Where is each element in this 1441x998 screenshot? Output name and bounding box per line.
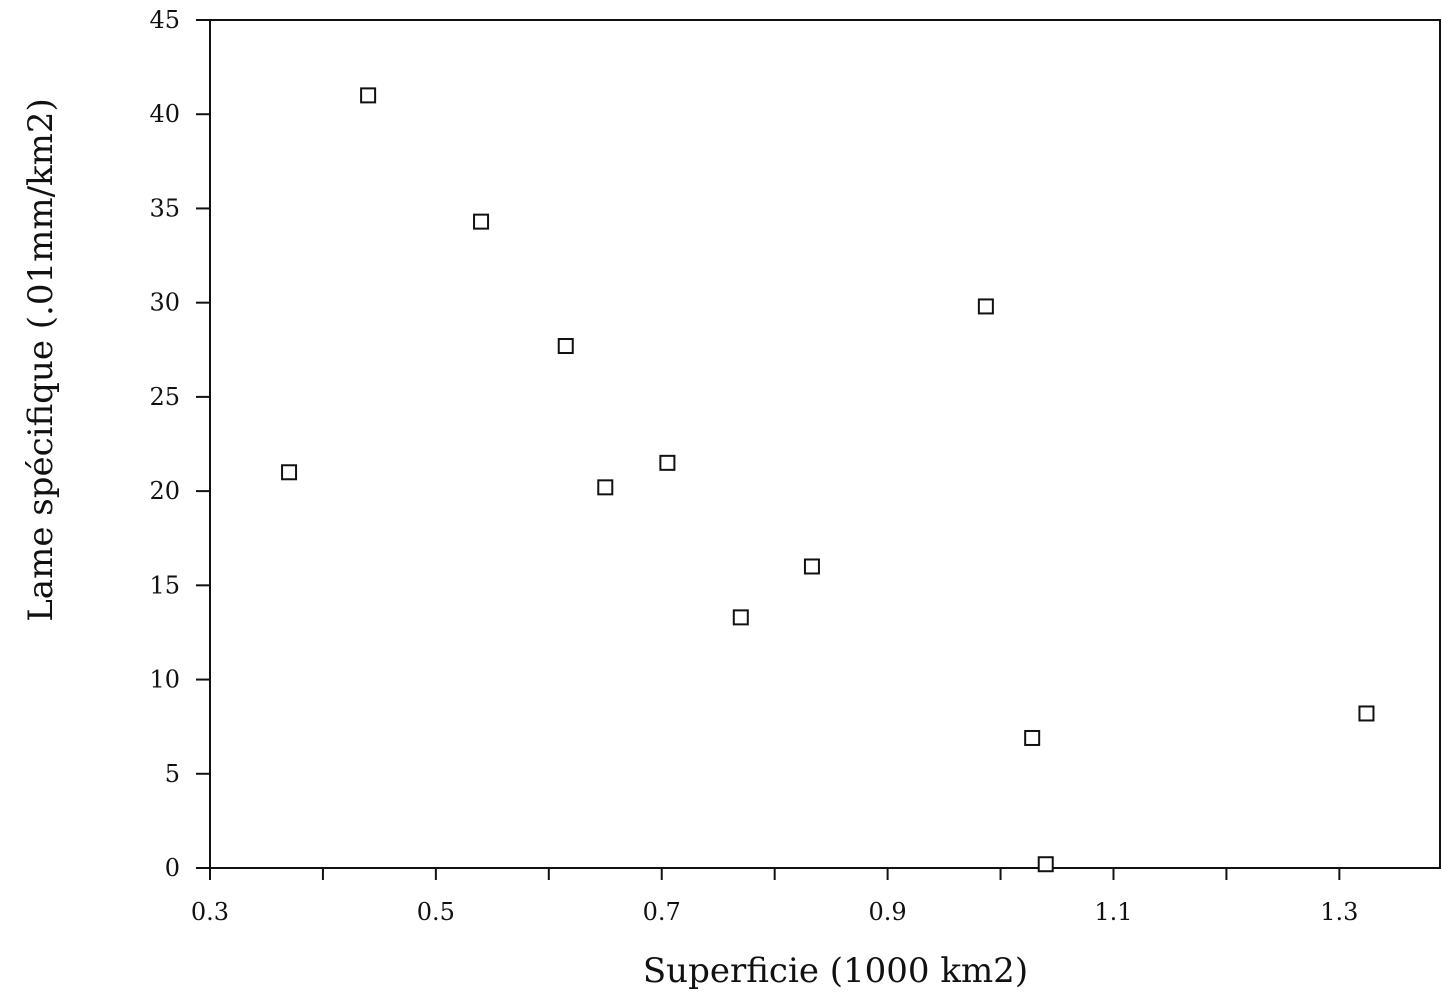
y-tick-label: 45 xyxy=(149,6,180,34)
data-point xyxy=(281,464,298,481)
data-point xyxy=(473,213,490,230)
y-tick-label: 15 xyxy=(149,571,180,599)
data-point xyxy=(803,558,820,575)
x-tick-label: 0.7 xyxy=(643,898,681,926)
data-point xyxy=(732,609,749,626)
data-point xyxy=(597,479,614,496)
data-point xyxy=(977,298,994,315)
y-tick-label: 40 xyxy=(149,100,180,128)
y-tick-label: 10 xyxy=(149,666,180,694)
x-axis-title: Superficie (1000 km2) xyxy=(643,951,1028,991)
data-point xyxy=(360,87,377,104)
x-tick-label: 0.5 xyxy=(417,898,455,926)
y-tick-label: 35 xyxy=(149,194,180,222)
data-point xyxy=(557,338,574,355)
y-tick-label: 0 xyxy=(165,854,180,882)
x-tick-label: 0.9 xyxy=(869,898,907,926)
axes xyxy=(209,19,1441,869)
y-tick-label: 30 xyxy=(149,289,180,317)
y-tick-label: 5 xyxy=(165,760,180,788)
y-axis-title: Lame spécifique (.01mm/km2) xyxy=(21,98,61,622)
data-point xyxy=(659,454,676,471)
x-tick-label: 1.1 xyxy=(1094,898,1132,926)
data-points xyxy=(281,87,1375,873)
x-tick-label: 1.3 xyxy=(1320,898,1358,926)
y-tick-label: 25 xyxy=(149,383,180,411)
data-point xyxy=(1358,705,1375,722)
data-point xyxy=(1037,856,1054,873)
x-ticks: 0.3 0.5 0.7 0.9 1.1 1.3 xyxy=(191,868,1358,926)
data-point xyxy=(1024,729,1041,746)
y-tick-label: 20 xyxy=(149,477,180,505)
y-ticks: 0 5 10 15 20 25 30 35 40 45 xyxy=(149,6,210,882)
x-tick-label: 0.3 xyxy=(191,898,229,926)
